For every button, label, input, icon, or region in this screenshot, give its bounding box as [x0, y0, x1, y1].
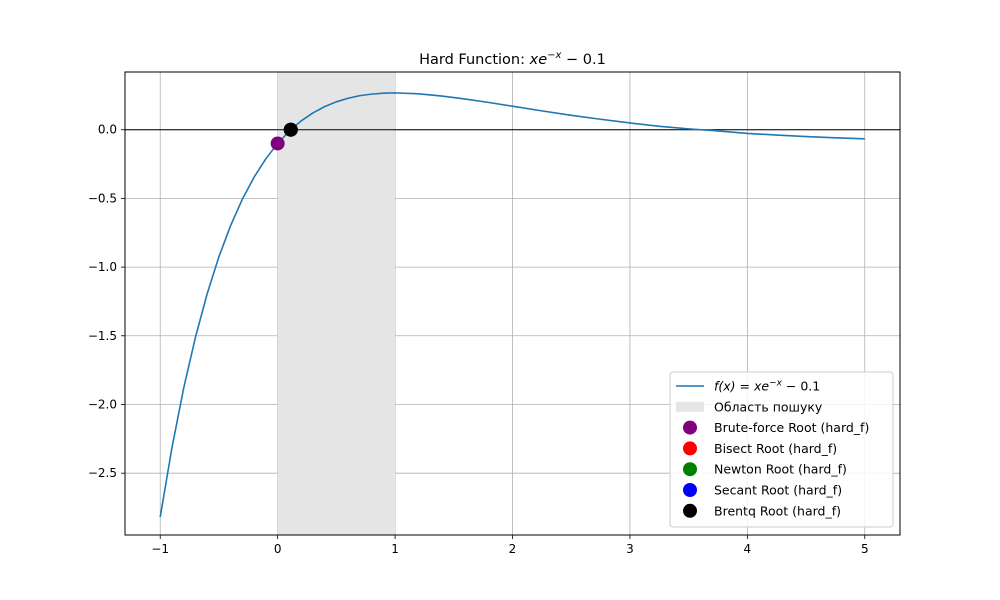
legend-marker-swatch: [683, 441, 697, 456]
legend-function-prefix: f(x) = xe: [714, 379, 769, 394]
y-tick-label: −1.5: [88, 329, 117, 343]
title-prefix: Hard Function:: [419, 52, 529, 68]
x-tick-label: 4: [744, 542, 752, 556]
search-region-layer: [277, 72, 396, 535]
title-suffix: − 0.1: [561, 52, 605, 68]
legend-marker-swatch: [683, 420, 697, 435]
legend-label-root: Newton Root (hard_f): [714, 462, 847, 477]
x-axis-ticks: −1 0 1 2 3 4 5: [151, 535, 869, 556]
y-tick-label: −0.5: [88, 191, 117, 205]
root-marker: [270, 136, 285, 151]
chart-title: Hard Function: xe−x − 0.1: [419, 50, 606, 68]
x-tick-label: 5: [861, 542, 869, 556]
function-curve-layer: [159, 92, 865, 517]
legend-label-root: Secant Root (hard_f): [714, 483, 842, 498]
legend-region-swatch: [676, 401, 704, 412]
x-tick-label: 0: [274, 542, 282, 556]
legend-label-region: Область пошуку: [714, 399, 823, 414]
x-tick-label: −1: [151, 542, 169, 556]
title-base: xe: [529, 52, 548, 68]
title-superscript: −x: [547, 50, 561, 61]
y-axis-ticks: 0.0 −0.5 −1.0 −1.5 −2.0 −2.5: [88, 123, 125, 480]
legend-marker-swatch: [683, 503, 697, 518]
x-tick-label: 3: [626, 542, 634, 556]
y-tick-label: −2.0: [88, 397, 117, 411]
legend-marker-swatch: [683, 483, 697, 497]
legend-label-function: f(x) = xe−x − 0.1: [714, 379, 820, 394]
root-marker: [283, 122, 298, 137]
legend-label-root: Bisect Root (hard_f): [714, 441, 837, 456]
legend-label-root: Brute-force Root (hard_f): [714, 420, 869, 435]
y-tick-label: −2.5: [88, 466, 117, 480]
legend-function-suffix: − 0.1: [782, 379, 820, 394]
x-tick-label: 2: [509, 542, 517, 556]
function-curve: [159, 92, 865, 517]
y-tick-label: 0.0: [98, 123, 117, 137]
x-tick-label: 1: [391, 542, 399, 556]
y-tick-label: −1.0: [88, 260, 117, 274]
legend-function-superscript: −x: [769, 379, 783, 389]
legend-marker-swatch: [683, 462, 697, 477]
root-markers-layer: [270, 122, 298, 151]
legend-box: [669, 371, 894, 528]
search-region: [277, 72, 396, 535]
legend-label-root: Brentq Root (hard_f): [714, 503, 841, 518]
legend: f(x) = xe−x − 0.1 Область пошуку Brute-for…: [669, 371, 894, 528]
